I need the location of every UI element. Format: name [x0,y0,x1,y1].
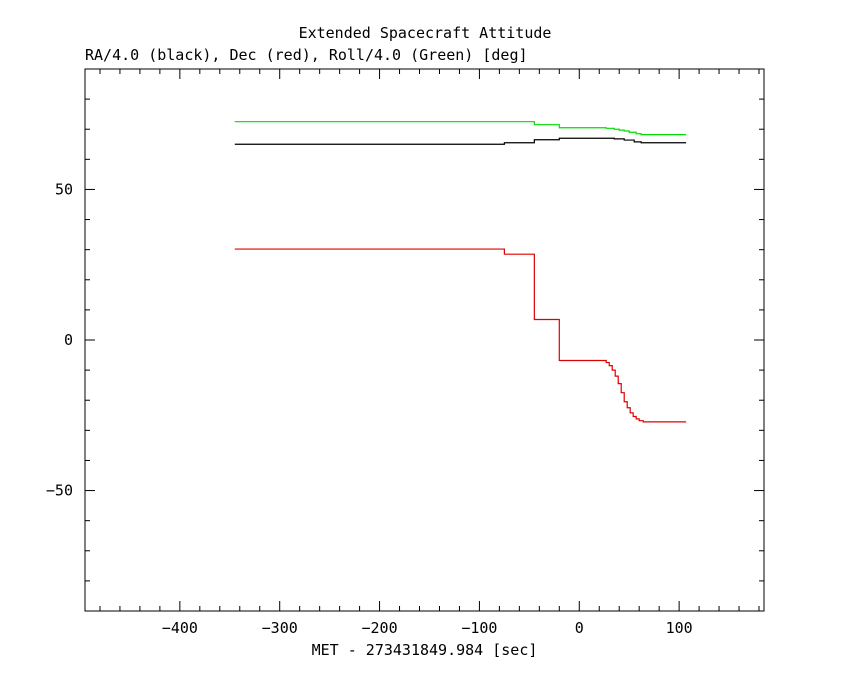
ticks-layer [85,69,764,611]
x-axis-label: MET - 273431849.984 [sec] [312,641,538,659]
x-tick-label: −200 [362,619,398,637]
series-line-1 [234,137,687,145]
x-tick-label: 0 [575,619,584,637]
tick-labels-layer: −400 −300 −200 −100 0 100 −50 0 50 [46,180,693,637]
x-tick-label: −300 [262,619,298,637]
x-tick-label: −100 [461,619,497,637]
y-tick-label: 0 [64,331,73,349]
chart-subtitle: RA/4.0 (black), Dec (red), Roll/4.0 (Gre… [85,46,528,64]
series-layer [234,121,687,423]
x-tick-label: −400 [162,619,198,637]
plot-frame [84,68,765,612]
x-tick-label: 100 [666,619,693,637]
y-tick-label: −50 [46,482,73,500]
y-tick-label: 50 [55,180,73,198]
series-line-2 [234,248,687,423]
chart-title: Extended Spacecraft Attitude [298,24,552,42]
series-line-0 [234,121,687,136]
